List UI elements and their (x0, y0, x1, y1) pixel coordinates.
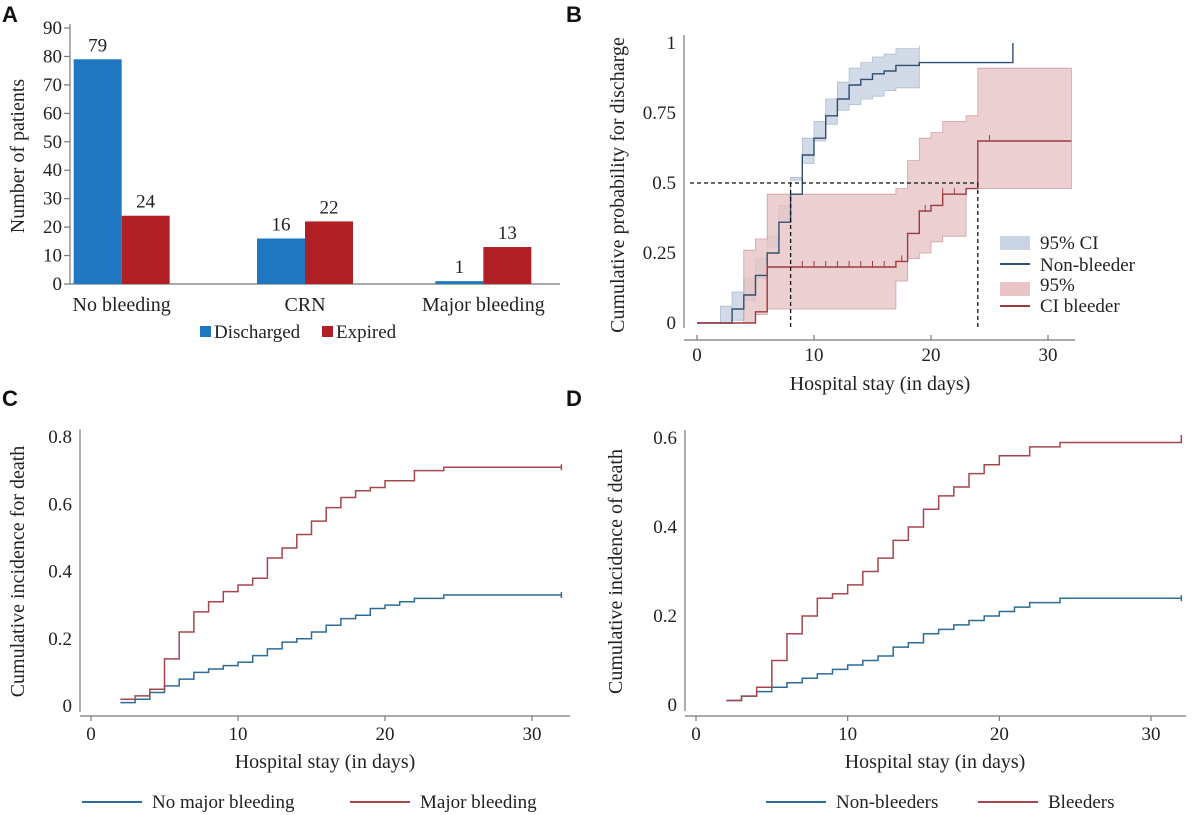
panel-b-ci-band-bleeder (743, 67, 1072, 324)
panel-c-y-tick-label: 0.4 (48, 562, 72, 583)
panel-a-data-label: 13 (498, 223, 517, 244)
panel-b-x-tick-label: 10 (805, 345, 824, 366)
panel-b-legend-ci-bleeder: CI bleeder (1040, 296, 1120, 317)
panel-a-y-tick-label: 40 (43, 160, 62, 181)
panel-a-y-tick-label: 60 (43, 103, 62, 124)
panel-a-legend-swatch-discharged (200, 326, 211, 337)
panel-c-x-axis-label: Hospital stay (in days) (235, 751, 416, 773)
panel-a-data-label: 1 (455, 257, 465, 278)
panel-c-y-axis-label: Cumulative incidence for death (7, 446, 29, 698)
panel-d-y-axis-label: Cumulative incidence of death (605, 449, 627, 694)
panel-c-x-tick-label: 30 (523, 724, 542, 745)
panel-a-bar-discharged (73, 59, 122, 285)
panel-b-series-bleeder (697, 140, 1072, 324)
panel-b-y-tick-label: 1 (667, 33, 677, 54)
panel-a-category-label: No bleeding (73, 294, 171, 316)
panel-d-legend-label-0: Non-bleeders (836, 792, 938, 813)
panel-c-x-tick-label: 0 (86, 724, 96, 745)
panel-c-legend-label-1: Major bleeding (420, 792, 537, 813)
panel-c-x-tick-label: 10 (229, 724, 248, 745)
panel-a-data-label: 79 (88, 35, 107, 56)
panel-a-category-label: CRN (284, 294, 325, 316)
panel-a-y-tick-label: 50 (43, 132, 62, 153)
panel-letter-d: D (566, 386, 582, 411)
panel-d-legend-label-1: Bleeders (1048, 792, 1114, 813)
panel-a-legend-discharged: Discharged (214, 322, 301, 343)
panel-c-y-tick-label: 0.8 (48, 427, 72, 448)
panel-b-legend-swatch-ci (1000, 236, 1030, 250)
panel-a-y-tick-label: 90 (43, 18, 62, 39)
panel-a-data-label: 24 (136, 192, 156, 213)
panel-a-y-tick-label: 20 (43, 217, 62, 238)
panel-a-y-tick-label: 80 (43, 46, 62, 67)
panel-a-legend-expired: Expired (336, 322, 397, 343)
panel-b-x-tick-label: 0 (692, 345, 702, 366)
panel-b-x-tick-label: 30 (1039, 345, 1058, 366)
panel-b-legend-swatch-ci-bleeder (1000, 282, 1030, 296)
panel-b-y-tick-label: 0 (667, 313, 677, 334)
panel-d-x-tick-label: 30 (1142, 724, 1161, 745)
panel-a-bar-discharged (257, 238, 305, 284)
panel-d-x-tick-label: 20 (990, 724, 1009, 745)
panel-c-x-tick-label: 20 (376, 724, 395, 745)
panel-b-x-axis-label: Hospital stay (in days) (790, 373, 971, 395)
panel-b-y-tick-label: 0.75 (643, 103, 676, 124)
panel-a-bar-expired (121, 215, 170, 284)
panel-b-legend-ci: 95% CI (1040, 233, 1099, 254)
panel-c-y-tick-label: 0 (63, 696, 73, 717)
panel-a-data-label: 22 (320, 197, 339, 218)
panel-d-y-tick-label: 0.4 (653, 517, 677, 538)
panel-c-legend-label-0: No major bleeding (152, 792, 295, 813)
panel-a-data-label: 16 (272, 214, 291, 235)
panel-b-x-tick-label: 20 (922, 345, 941, 366)
panel-a-y-axis-label: Number of patients (7, 79, 29, 234)
panel-b-legend-95: 95% (1040, 275, 1075, 296)
panel-b-y-tick-label: 0.5 (652, 173, 676, 194)
panel-d-y-tick-label: 0 (668, 695, 678, 716)
panel-d-series-red (726, 438, 1183, 702)
panel-d-x-tick-label: 10 (838, 724, 857, 745)
panel-c-y-tick-label: 0.6 (48, 494, 72, 515)
panel-c-death-incidence: 0 0.2 0.4 0.6 0.8 0 10 20 30 Hospital stay (in da… (7, 427, 570, 813)
panel-a-bar-expired (483, 247, 532, 284)
panel-c-y-tick-label: 0.2 (48, 629, 72, 650)
panel-a-y-tick-label: 70 (43, 75, 62, 96)
panel-d-y-tick-label: 0.6 (653, 428, 677, 449)
panel-letter-c: C (2, 386, 18, 411)
panel-a-bar-chart: 0 10 20 30 40 50 60 70 80 90 Number of patients No … (7, 18, 560, 343)
panel-a-bar-discharged (435, 281, 484, 284)
panel-d-x-tick-label: 0 (691, 724, 701, 745)
panel-b-y-axis-label: Cumulative probability for discharge (607, 37, 629, 333)
panel-c-series-blue (120, 594, 562, 704)
panel-a-y-tick-label: 30 (43, 189, 62, 210)
panel-a-category-label: Major bleeding (422, 294, 545, 316)
panel-c-series-red (120, 466, 562, 701)
panel-b-legend-non-bleeder: Non-bleeder (1040, 255, 1136, 276)
panel-a-y-tick-label: 0 (53, 274, 63, 295)
panel-d-y-tick-label: 0.2 (653, 606, 677, 627)
panel-a-bar-expired (305, 221, 353, 284)
panel-a-legend-swatch-expired (322, 326, 333, 337)
panel-d-series-blue (726, 597, 1182, 702)
panel-d-death-incidence: 0 0.2 0.4 0.6 0 10 20 30 Hospital stay (in days)… (605, 428, 1186, 813)
panel-b-y-tick-label: 0.25 (643, 243, 676, 264)
panel-letter-b: B (566, 2, 582, 27)
panel-a-y-tick-label: 10 (43, 246, 62, 267)
panel-b-series-non-bleeder (697, 43, 1014, 324)
panel-letter-a: A (2, 2, 18, 27)
panel-d-x-axis-label: Hospital stay (in days) (845, 751, 1026, 773)
